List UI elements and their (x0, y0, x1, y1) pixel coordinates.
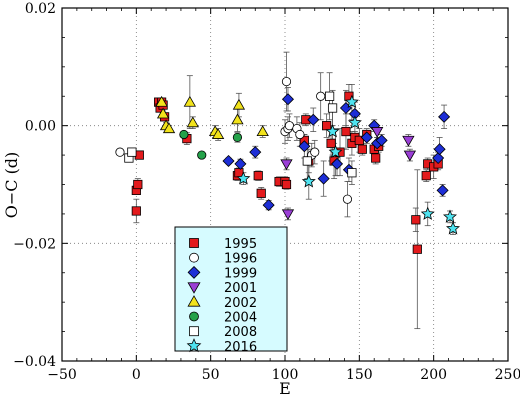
point-2002 (162, 122, 176, 134)
point-1995 (341, 126, 351, 137)
point-1995 (421, 171, 431, 181)
x-tick-label: 250 (495, 367, 520, 383)
point-2008 (327, 103, 338, 113)
point-1999 (438, 110, 451, 123)
x-tick-label: 200 (420, 367, 447, 383)
point-2002 (186, 116, 199, 128)
point-2002 (232, 98, 246, 110)
point-1996 (115, 147, 125, 157)
point-1999 (436, 184, 449, 197)
legend-marker-1996 (189, 252, 199, 263)
y-tick-label: 0.00 (25, 119, 56, 135)
point-2016 (328, 144, 343, 159)
y-tick-label: −0.02 (13, 236, 56, 252)
point-2016 (344, 94, 359, 109)
point-2004 (179, 129, 189, 140)
point-2002 (156, 107, 170, 119)
point-1995 (133, 179, 143, 190)
legend-label-1995: 1995 (224, 237, 257, 252)
point-2004 (232, 132, 243, 143)
point-1995 (326, 138, 336, 148)
point-1996 (316, 91, 326, 101)
point-1995 (281, 179, 292, 190)
point-1995 (256, 188, 266, 198)
point-2008 (302, 156, 312, 166)
legend-marker-2002 (187, 295, 201, 307)
point-1995 (354, 135, 364, 145)
point-1995 (253, 171, 263, 181)
point-2004 (197, 150, 207, 160)
point-1996 (310, 147, 320, 157)
point-1999 (432, 151, 445, 165)
point-1999 (249, 146, 262, 159)
point-1999 (433, 143, 446, 156)
point-1995 (411, 215, 421, 225)
point-2016 (446, 221, 460, 235)
legend-marker-1999 (187, 265, 201, 279)
y-axis-title: O−C (d) (2, 152, 21, 219)
legend-marker-2008 (189, 326, 199, 337)
point-2016 (347, 115, 362, 129)
point-2001 (371, 127, 384, 138)
point-1999 (317, 172, 330, 185)
legend-marker-2016 (186, 338, 202, 353)
point-1995 (357, 144, 367, 154)
point-1995 (412, 244, 422, 254)
point-1996 (295, 129, 305, 140)
point-1999 (222, 154, 235, 167)
x-tick-label: 100 (272, 367, 299, 383)
point-1999 (375, 134, 388, 147)
point-2002 (256, 125, 269, 137)
point-2001 (281, 209, 295, 221)
point-2002 (155, 95, 168, 107)
y-tick-label: −0.04 (13, 354, 56, 370)
legend-label-2008: 2008 (224, 325, 257, 340)
x-axis-title: E (279, 379, 291, 398)
legend-label-1996: 1996 (224, 252, 257, 267)
point-1995 (371, 153, 381, 163)
point-2016 (442, 209, 458, 223)
legend-label-2004: 2004 (224, 311, 257, 326)
point-2008 (127, 147, 137, 157)
point-1999 (298, 140, 311, 153)
point-1999 (234, 157, 247, 170)
axis-ticks: −50 0 50 100 150 200 250 −0.04 −0.02 0.00 0.02 (13, 1, 520, 383)
point-2002 (183, 95, 197, 107)
point-2002 (211, 128, 225, 139)
point-2016 (325, 124, 340, 138)
point-1999 (281, 93, 294, 106)
y-tick-label: 0.02 (25, 1, 56, 17)
point-1996 (342, 194, 353, 204)
point-1999 (360, 131, 373, 144)
point-2016 (420, 206, 435, 220)
legend-label-1999: 1999 (224, 266, 257, 281)
point-2008 (324, 91, 335, 101)
point-1996 (281, 76, 292, 87)
point-1999 (307, 113, 320, 126)
x-tick-label: −50 (47, 367, 77, 383)
point-1995 (131, 206, 141, 216)
point-1999 (262, 199, 275, 212)
x-tick-label: 50 (202, 367, 220, 383)
legend-label-2016: 2016 (224, 340, 257, 355)
x-tick-label: 150 (346, 367, 373, 383)
legend-marker-1995 (189, 238, 199, 248)
legend-label-2002: 2002 (224, 296, 257, 311)
point-2001 (403, 150, 417, 162)
point-2001 (280, 159, 293, 171)
point-2016 (301, 174, 316, 188)
point-2016 (236, 171, 251, 185)
point-2002 (231, 113, 244, 125)
point-1999 (331, 157, 344, 170)
point-1995 (322, 121, 332, 131)
legend-marker-2004 (189, 311, 199, 322)
data-markers (115, 76, 460, 254)
point-2001 (402, 135, 415, 147)
legend-label-2001: 2001 (224, 281, 257, 296)
legend-marker-2001 (187, 282, 201, 294)
point-2008 (347, 168, 357, 178)
x-tick-label: 0 (132, 367, 141, 383)
